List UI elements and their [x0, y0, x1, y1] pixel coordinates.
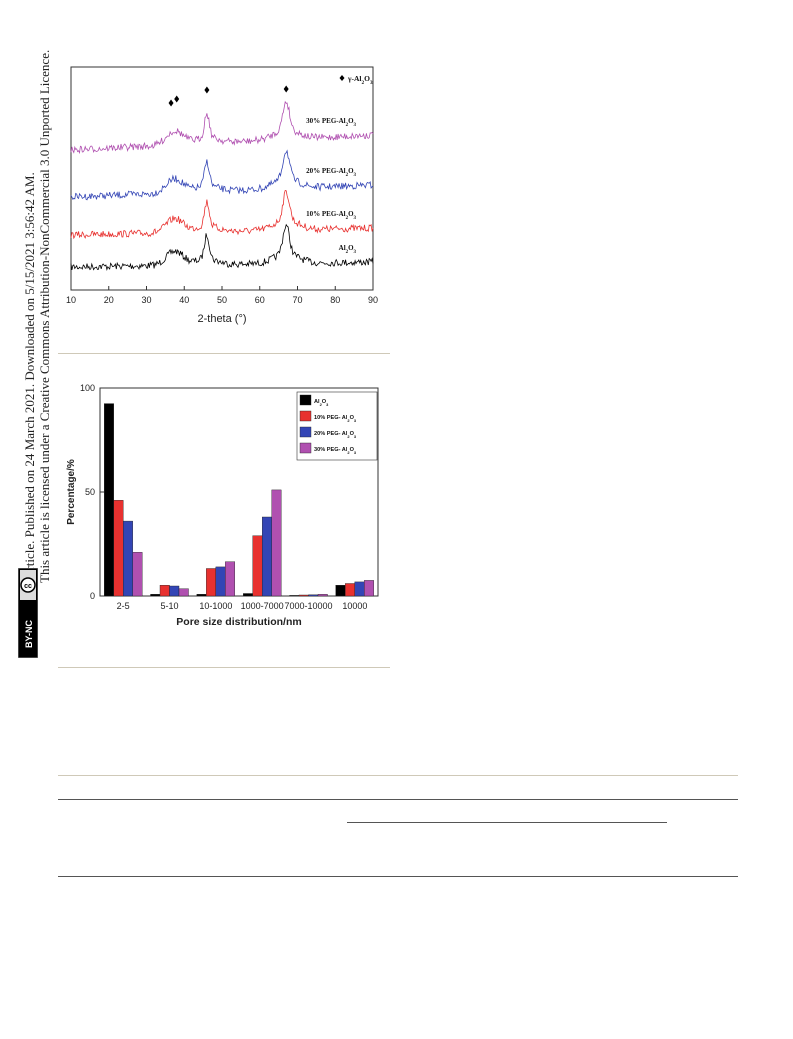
xrd-series-label: 20% PEG-Al2O3 — [306, 167, 356, 178]
xrd-legend-label: γ-Al2O3 — [347, 74, 373, 86]
bar — [289, 595, 300, 597]
peak-marker — [168, 99, 174, 107]
bar — [123, 520, 133, 597]
bar-x-axis-label: Pore size distribution/nm — [176, 616, 301, 628]
bar — [242, 593, 253, 597]
bar-category-label: 2-5 — [117, 601, 130, 611]
license-side-note: Open Access Article. Published on 24 Mar… — [22, 50, 52, 650]
bar — [196, 594, 207, 597]
bar — [113, 500, 124, 597]
bar-y-tick-label: 50 — [85, 487, 95, 497]
bar-legend-label: Al2O3 — [314, 399, 329, 407]
bar — [335, 584, 346, 597]
xrd-x-tick-label: 20 — [104, 295, 114, 305]
bar — [225, 561, 236, 597]
bar-legend-label: 20% PEG- Al2O3 — [314, 431, 357, 439]
bar-category-label: 7000-10000 — [284, 601, 332, 611]
bar-legend-label: 10% PEG- Al2O3 — [314, 415, 357, 423]
xrd-series-label: 30% PEG-Al2O3 — [306, 117, 356, 128]
bar — [132, 552, 143, 597]
xrd-series-label: 10% PEG-Al2O3 — [306, 210, 356, 221]
bar — [178, 588, 189, 597]
table-top-rule — [58, 775, 738, 776]
bar-category-label: 5-10 — [160, 601, 178, 611]
bar — [159, 584, 170, 597]
bar — [252, 535, 263, 597]
table-span-rule — [347, 822, 667, 823]
xrd-x-tick-label: 80 — [330, 295, 340, 305]
xrd-x-axis-label: 2-theta (°) — [197, 313, 246, 325]
xrd-series-line — [70, 190, 374, 240]
xrd-series-line — [70, 149, 374, 201]
xrd-plot-frame — [70, 66, 374, 291]
peak-marker — [283, 85, 289, 93]
xrd-series-line — [70, 100, 374, 155]
bar-legend-swatch — [299, 442, 312, 454]
xrd-x-tick-label: 30 — [141, 295, 151, 305]
bar-legend-swatch — [299, 394, 312, 406]
bar — [345, 583, 355, 597]
bar — [308, 594, 319, 597]
xrd-series-label: Al2O3 — [339, 244, 357, 255]
bar — [364, 580, 374, 597]
xrd-x-tick-label: 70 — [292, 295, 302, 305]
bar — [261, 516, 272, 597]
xrd-x-tick-label: 40 — [179, 295, 189, 305]
xrd-x-tick-label: 10 — [66, 295, 76, 305]
bar-legend-swatch — [299, 410, 312, 422]
bar — [354, 581, 365, 597]
bar-legend-swatch — [299, 426, 312, 438]
bar-legend-label: 30% PEG- Al2O3 — [314, 447, 357, 455]
bar-category-label: 1000-7000 — [241, 601, 284, 611]
xrd-x-tick-label: 60 — [255, 295, 265, 305]
bar — [317, 594, 328, 597]
bar-y-axis-label: Percentage/% — [66, 459, 77, 525]
bar-category-label: 10000 — [342, 601, 367, 611]
figure-divider-2 — [58, 667, 390, 668]
bar — [215, 566, 226, 597]
legend-diamond-icon — [339, 75, 345, 81]
xrd-x-tick-label: 50 — [217, 295, 227, 305]
license-badge-text: BY-NC — [24, 620, 34, 649]
xrd-figure: Al2O3 10% PEG-Al2O3 20% PEG-Al2O3 30% PEG-A… — [60, 60, 390, 330]
license-note: This article is licensed under a Creativ… — [37, 49, 52, 583]
svg-text:cc: cc — [24, 583, 32, 590]
pore-size-chart: 2-5 5-10 10-1000 1000-7000 7000-10000 10000 0… — [66, 383, 379, 628]
bar — [169, 585, 180, 597]
peak-marker — [174, 95, 180, 103]
table-bottom-rule — [58, 876, 738, 877]
cc-license-badge[interactable]: cc BY-NC — [17, 567, 39, 659]
bar — [206, 568, 217, 597]
bar-category-label: 10-1000 — [199, 601, 232, 611]
xrd-chart: Al2O3 10% PEG-Al2O3 20% PEG-Al2O3 30% PEG-A… — [66, 66, 378, 325]
bar-y-tick-label: 0 — [90, 591, 95, 601]
bar-y-tick-label: 100 — [80, 383, 95, 393]
bar — [298, 594, 309, 597]
pore-size-figure: 2-5 5-10 10-1000 1000-7000 7000-10000 10000 0… — [60, 380, 390, 640]
bar — [104, 403, 114, 597]
peak-marker — [204, 86, 210, 94]
xrd-x-tick-label: 90 — [368, 295, 378, 305]
bar — [150, 594, 161, 597]
table-header-rule — [58, 799, 738, 800]
bar — [271, 489, 282, 597]
figure-divider — [58, 353, 390, 354]
xrd-series-line — [70, 223, 374, 271]
